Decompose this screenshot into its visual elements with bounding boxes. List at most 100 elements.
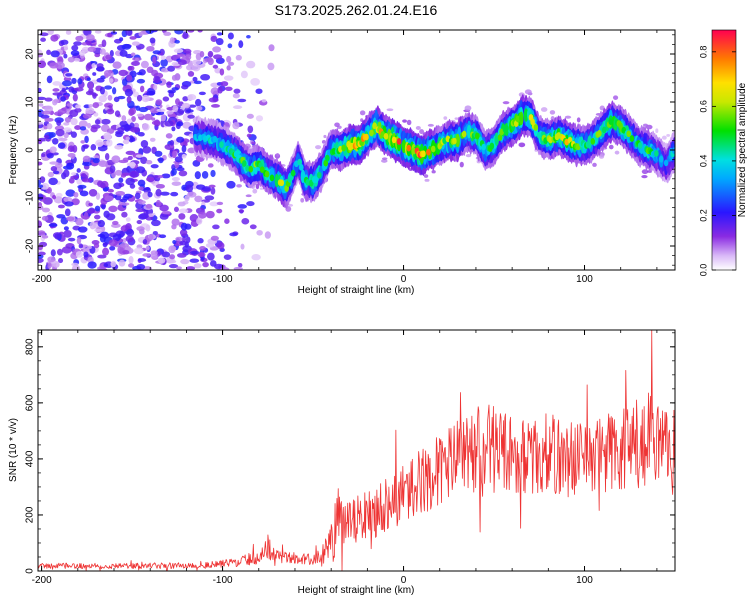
noise-speckle [66,103,73,107]
noise-speckle [185,266,196,270]
noise-speckle [83,251,89,258]
noise-speckle [75,35,84,42]
noise-speckle [50,166,58,172]
noise-speckle [153,84,158,91]
noise-speckle [79,190,89,197]
noise-speckle [171,126,176,132]
noise-speckle [119,49,128,57]
noise-speckle [53,196,63,204]
noise-speckle [172,150,177,159]
noise-speckle [207,163,214,168]
noise-speckle [52,88,60,92]
noise-speckle [47,30,54,35]
noise-speckle [235,54,242,61]
noise-speckle [140,139,149,148]
noise-speckle [93,155,100,159]
bottom-x-tick-label: 0 [401,575,407,586]
noise-speckle [217,242,225,250]
noise-speckle [146,176,155,182]
ridge-mark [323,159,329,167]
noise-speckle [181,102,191,109]
noise-speckle [128,263,135,268]
noise-speckle [102,247,110,256]
noise-speckle [210,169,216,178]
noise-speckle [246,201,255,207]
noise-speckle [138,31,144,37]
noise-speckle [215,37,224,46]
noise-speckle [161,251,171,258]
noise-speckle [63,196,73,203]
top-y-axis-label: Frequency (Hz) [8,116,19,185]
noise-speckle [151,120,160,126]
noise-speckle [119,243,130,248]
noise-speckle [232,93,240,99]
ridge-mark [313,176,319,183]
ridge-mark [297,158,302,166]
noise-speckle [60,39,69,46]
noise-speckle [219,68,225,76]
noise-speckle [131,116,136,122]
noise-speckle [122,250,130,255]
noise-speckle [237,262,243,268]
colorbar-gradient [711,29,737,271]
noise-speckle [99,48,106,55]
noise-speckle [41,215,49,221]
noise-speckle [105,213,116,221]
noise-speckle [38,138,43,145]
ridge-mark [219,141,224,148]
noise-speckle [38,121,44,125]
noise-speckle [122,139,130,145]
noise-speckle [226,55,232,63]
ridge-mark [518,114,524,122]
noise-speckle [97,219,106,228]
noise-speckle [38,257,44,264]
noise-speckle [90,126,98,133]
noise-speckle [43,134,50,139]
noise-speckle [118,69,128,77]
noise-speckle [166,110,174,115]
noise-speckle [88,188,98,197]
ridge-mark [349,142,355,150]
noise-speckle [189,250,200,255]
noise-speckle [176,266,182,270]
noise-speckle [177,59,187,66]
ridge-mark [248,165,254,173]
noise-speckle [73,57,81,62]
noise-speckle [196,217,203,225]
noise-speckle [142,123,150,131]
ridge-mark [452,137,457,145]
noise-speckle [431,170,436,174]
top-x-tick-label: -100 [213,274,233,285]
noise-speckle [135,166,146,174]
noise-speckle [157,257,166,264]
noise-speckle [114,110,121,117]
noise-speckle [212,64,219,69]
noise-speckle [160,55,166,61]
noise-speckle [171,177,180,182]
noise-speckle [50,34,59,42]
noise-speckle [63,169,70,178]
noise-speckle [159,213,169,220]
noise-speckle [62,127,72,133]
noise-speckle [402,119,407,123]
noise-speckle [576,117,581,123]
noise-speckle [70,175,79,179]
top-x-tick-label: 100 [576,274,593,285]
noise-speckle [92,157,100,164]
noise-speckle [247,125,254,134]
noise-speckle [39,176,46,184]
noise-speckle [64,208,71,217]
ridge-mark [536,131,542,139]
ridge-mark [430,145,436,153]
noise-speckle [135,208,145,213]
ridge-mark [523,108,529,122]
ridge-mark [663,159,669,167]
noise-speckle [175,236,183,242]
top-y-tick-label: 0 [25,147,36,153]
noise-speckle [210,187,216,195]
noise-speckle [133,247,144,255]
noise-speckle [104,152,110,161]
noise-speckle [52,92,62,96]
noise-speckle [46,152,54,159]
noise-speckle [251,254,261,261]
